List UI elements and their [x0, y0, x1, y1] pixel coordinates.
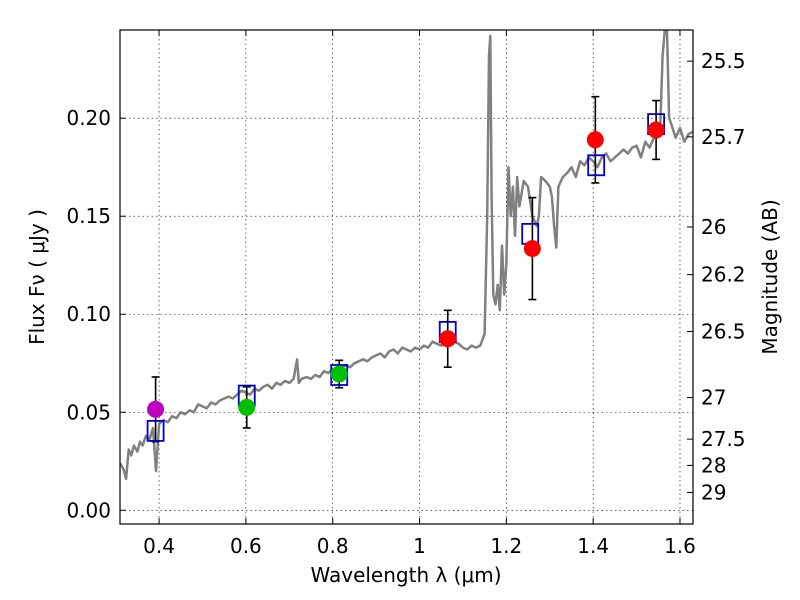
model-photometry-square [587, 154, 606, 177]
x-axis-title: Wavelength λ (μm) [310, 563, 501, 587]
x-tick-label: 1.4 [577, 534, 609, 558]
y-tick-label: 0.10 [66, 302, 111, 326]
plot-frame [119, 29, 694, 525]
right-tick-label: 26.5 [701, 319, 746, 343]
gridlines [120, 30, 693, 524]
right-axis-title: Magnitude (AB) [758, 199, 782, 354]
x-tick-label: 0.4 [143, 534, 175, 558]
x-tick-label: 1.6 [664, 534, 696, 558]
axis-ticks: 0.4 0.6 0.8 1 1.2 1.4 1.6 0.00 0.05 0.10 0.15 0.20 2… [66, 30, 746, 558]
right-tick-label: 26 [701, 215, 726, 239]
x-tick-label: 0.8 [317, 534, 349, 558]
y-axis-title: Flux Fν ( μJy ) [25, 209, 49, 345]
right-tick-label: 26.2 [701, 263, 746, 287]
right-tick-label: 29 [701, 480, 726, 504]
observed-photometry-point [147, 400, 165, 418]
right-tick-label: 25.5 [701, 49, 746, 73]
observed-photometry-point [330, 365, 348, 383]
model-photometry-square [146, 419, 165, 442]
y-tick-label: 0.20 [66, 106, 111, 130]
observed-photometry-point [523, 240, 541, 258]
y-tick-label: 0.05 [66, 400, 111, 424]
observed-photometry-layer [147, 121, 665, 418]
observed-photometry-point [647, 121, 665, 139]
right-tick-label: 25.7 [701, 125, 746, 149]
x-tick-label: 1 [413, 534, 426, 558]
right-tick-label: 28 [701, 453, 726, 477]
x-tick-label: 0.6 [230, 534, 262, 558]
right-tick-label: 27 [701, 386, 726, 410]
observed-photometry-point [439, 330, 457, 348]
y-tick-label: 0.15 [66, 204, 111, 228]
right-tick-label: 27.5 [701, 427, 746, 451]
observed-photometry-point [586, 131, 604, 149]
observed-photometry-point [238, 398, 256, 416]
y-tick-label: 0.00 [66, 498, 111, 522]
x-tick-label: 1.2 [490, 534, 522, 558]
